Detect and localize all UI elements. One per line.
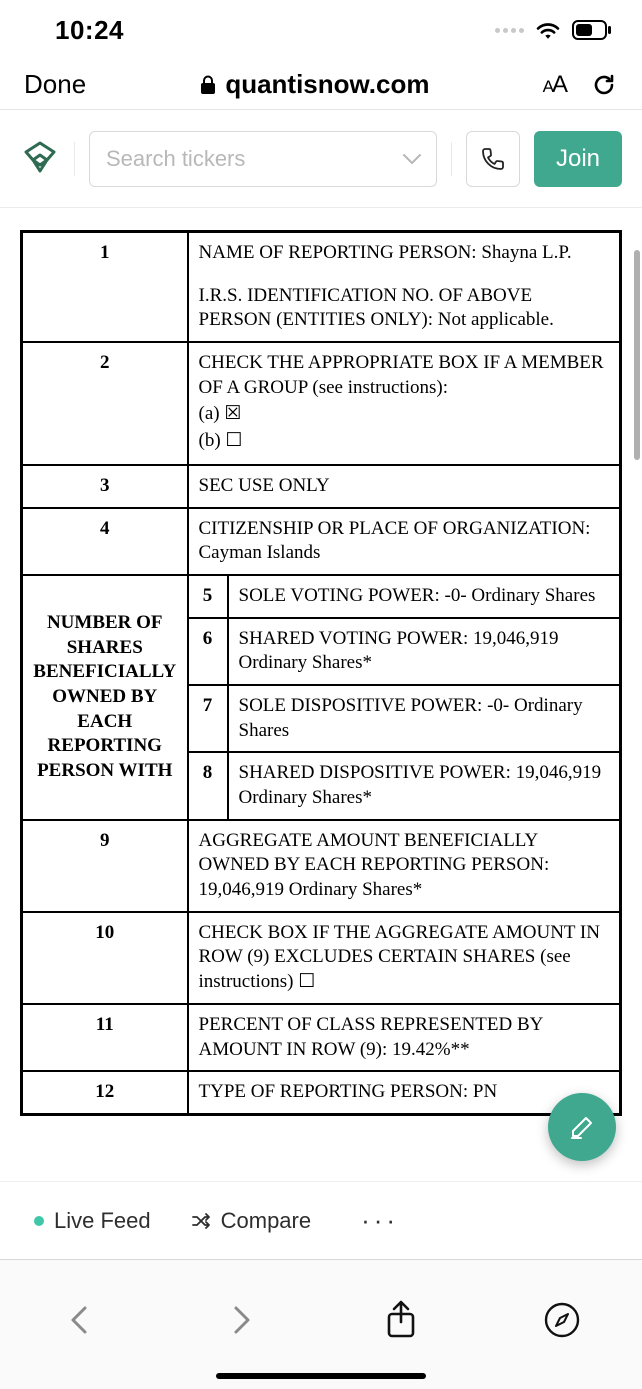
row-content: NAME OF REPORTING PERSON: Shayna L.P. I.…	[188, 232, 621, 343]
table-row: 10 CHECK BOX IF THE AGGREGATE AMOUNT IN …	[22, 912, 621, 1004]
tab-live-feed[interactable]: Live Feed	[34, 1208, 151, 1234]
row-content: CITIZENSHIP OR PLACE OF ORGANIZATION: Ca…	[188, 508, 621, 575]
phone-button[interactable]	[466, 131, 520, 187]
done-button[interactable]: Done	[24, 69, 86, 100]
tab-label: Compare	[221, 1208, 311, 1234]
table-row: 3 SEC USE ONLY	[22, 465, 621, 508]
nav-back-button[interactable]	[58, 1298, 102, 1342]
url-domain: quantisnow.com	[225, 69, 429, 100]
row-content: AGGREGATE AMOUNT BENEFICIALLY OWNED BY E…	[188, 820, 621, 912]
compass-button[interactable]	[540, 1298, 584, 1342]
safari-top-bar: Done quantisnow.com AA	[0, 60, 642, 110]
header-divider-2	[451, 142, 452, 176]
table-row: 9 AGGREGATE AMOUNT BENEFICIALLY OWNED BY…	[22, 820, 621, 912]
share-button[interactable]	[379, 1298, 423, 1342]
row-number: 7	[188, 685, 228, 752]
chevron-down-icon[interactable]	[401, 148, 423, 170]
row-number: 10	[22, 912, 188, 1004]
font-size-button[interactable]: AA	[543, 71, 566, 99]
scrollbar-thumb[interactable]	[634, 250, 640, 460]
header-divider	[74, 142, 75, 176]
live-dot-icon	[34, 1216, 44, 1226]
row-number: 3	[22, 465, 188, 508]
row-content: SHARED DISPOSITIVE POWER: 19,046,919 Ord…	[228, 752, 621, 819]
row-number: 8	[188, 752, 228, 819]
compass-icon	[540, 1298, 584, 1342]
row-number: 6	[188, 618, 228, 685]
document-area[interactable]: 1 NAME OF REPORTING PERSON: Shayna L.P. …	[0, 208, 642, 1116]
row-number: 11	[22, 1004, 188, 1071]
table-row: NUMBER OF SHARES BENEFICIALLY OWNED BY E…	[22, 575, 621, 618]
pencil-icon	[567, 1112, 597, 1142]
shares-header: NUMBER OF SHARES BENEFICIALLY OWNED BY E…	[22, 575, 188, 820]
table-row: 1 NAME OF REPORTING PERSON: Shayna L.P. …	[22, 232, 621, 343]
tab-label: Live Feed	[54, 1208, 151, 1234]
table-row: 4 CITIZENSHIP OR PLACE OF ORGANIZATION: …	[22, 508, 621, 575]
status-right	[495, 19, 612, 41]
url-display[interactable]: quantisnow.com	[199, 69, 429, 100]
table-row: 11 PERCENT OF CLASS REPRESENTED BY AMOUN…	[22, 1004, 621, 1071]
ios-status-bar: 10:24	[0, 0, 642, 60]
safari-top-right: AA	[543, 71, 618, 99]
edit-fab-button[interactable]	[548, 1093, 616, 1161]
tab-compare[interactable]: Compare	[191, 1208, 311, 1234]
chevron-right-icon	[219, 1298, 263, 1342]
status-time: 10:24	[55, 15, 124, 46]
row-number: 2	[22, 342, 188, 465]
row-content: SOLE DISPOSITIVE POWER: -0- Ordinary Sha…	[228, 685, 621, 752]
share-icon	[379, 1298, 423, 1342]
chevron-left-icon	[58, 1298, 102, 1342]
phone-icon	[480, 146, 506, 172]
row-content: CHECK BOX IF THE AGGREGATE AMOUNT IN ROW…	[188, 912, 621, 1004]
row-content: PERCENT OF CLASS REPRESENTED BY AMOUNT I…	[188, 1004, 621, 1071]
lock-icon	[199, 75, 217, 95]
tab-more[interactable]: ···	[361, 1205, 399, 1236]
app-header: Join	[0, 110, 642, 208]
battery-icon	[572, 20, 612, 40]
table-row: 2 CHECK THE APPROPRIATE BOX IF A MEMBER …	[22, 342, 621, 465]
home-indicator[interactable]	[216, 1373, 426, 1379]
row-content: CHECK THE APPROPRIATE BOX IF A MEMBER OF…	[188, 342, 621, 465]
row-content: SOLE VOTING POWER: -0- Ordinary Shares	[228, 575, 621, 618]
shuffle-icon	[191, 1211, 211, 1231]
row-number: 5	[188, 575, 228, 618]
join-button[interactable]: Join	[534, 131, 622, 187]
row-number: 4	[22, 508, 188, 575]
row-content: SHARED VOTING POWER: 19,046,919 Ordinary…	[228, 618, 621, 685]
search-input[interactable]	[89, 131, 437, 187]
safari-bottom-bar	[0, 1259, 642, 1389]
row-content: SEC USE ONLY	[188, 465, 621, 508]
nav-forward-button[interactable]	[219, 1298, 263, 1342]
site-logo-icon[interactable]	[20, 139, 60, 179]
table-row: 12 TYPE OF REPORTING PERSON: PN	[22, 1071, 621, 1114]
search-wrapper	[89, 131, 437, 187]
row-number: 1	[22, 232, 188, 343]
bottom-tabs: Live Feed Compare ···	[0, 1181, 642, 1259]
cellular-dots-icon	[495, 28, 524, 33]
sec-filing-table: 1 NAME OF REPORTING PERSON: Shayna L.P. …	[20, 230, 622, 1116]
row-number: 12	[22, 1071, 188, 1114]
wifi-icon	[534, 19, 562, 41]
reload-icon[interactable]	[590, 71, 618, 99]
row-number: 9	[22, 820, 188, 912]
